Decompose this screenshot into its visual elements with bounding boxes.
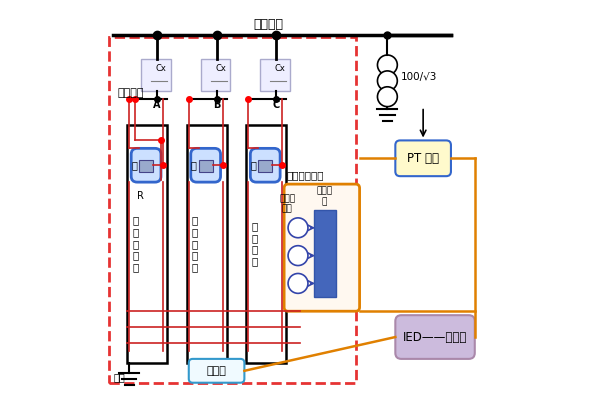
Text: 末: 末 <box>191 160 197 170</box>
Text: PT 电压: PT 电压 <box>407 152 439 165</box>
FancyBboxPatch shape <box>258 160 272 172</box>
FancyBboxPatch shape <box>395 140 451 176</box>
Text: 高压母线: 高压母线 <box>253 18 283 31</box>
FancyBboxPatch shape <box>191 148 221 182</box>
FancyBboxPatch shape <box>260 59 290 91</box>
FancyBboxPatch shape <box>189 359 244 383</box>
Circle shape <box>288 246 308 266</box>
Circle shape <box>288 274 308 293</box>
FancyBboxPatch shape <box>200 59 230 91</box>
Text: Cx: Cx <box>215 64 226 74</box>
Text: 末屏引下装置: 末屏引下装置 <box>286 170 323 180</box>
Text: R: R <box>137 191 144 201</box>
Text: 末
屏
适
配
器: 末 屏 适 配 器 <box>191 216 198 272</box>
Text: 100/√3: 100/√3 <box>401 72 437 82</box>
Circle shape <box>377 87 397 107</box>
Circle shape <box>377 55 397 75</box>
Text: 监测电
路: 监测电 路 <box>317 186 332 206</box>
FancyBboxPatch shape <box>284 184 359 311</box>
Text: 末
屏
适
配: 末 屏 适 配 <box>251 221 257 266</box>
FancyBboxPatch shape <box>139 160 153 172</box>
FancyBboxPatch shape <box>141 59 171 91</box>
Text: A: A <box>153 100 161 110</box>
Text: IED——集中器: IED——集中器 <box>403 330 467 344</box>
Text: Cx: Cx <box>155 64 166 74</box>
Circle shape <box>288 218 308 238</box>
Text: 末: 末 <box>251 160 256 170</box>
Text: 末: 末 <box>131 160 137 170</box>
Circle shape <box>377 71 397 91</box>
Text: 温湿度: 温湿度 <box>206 366 227 376</box>
Text: 接地: 接地 <box>113 372 125 382</box>
Text: 三相套管: 三相套管 <box>117 88 144 98</box>
Text: Cx: Cx <box>275 64 286 74</box>
FancyBboxPatch shape <box>127 124 167 363</box>
Text: C: C <box>272 100 280 110</box>
Text: 末
屏
适
配
器: 末 屏 适 配 器 <box>132 216 138 272</box>
FancyBboxPatch shape <box>131 148 161 182</box>
FancyBboxPatch shape <box>247 124 286 363</box>
FancyBboxPatch shape <box>187 124 227 363</box>
Text: B: B <box>213 100 220 110</box>
FancyBboxPatch shape <box>314 210 336 297</box>
FancyBboxPatch shape <box>395 315 475 359</box>
FancyBboxPatch shape <box>250 148 280 182</box>
FancyBboxPatch shape <box>199 160 212 172</box>
Text: 穿心互
感器: 穿心互 感器 <box>279 194 295 214</box>
